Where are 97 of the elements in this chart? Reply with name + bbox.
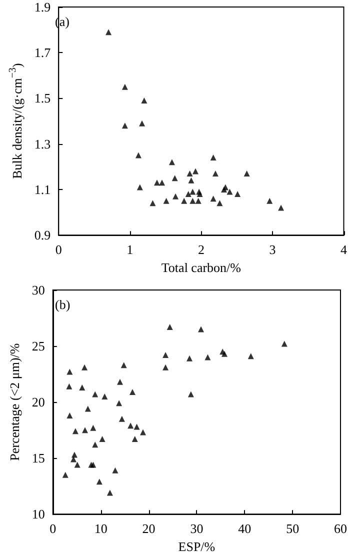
point bbox=[278, 204, 284, 211]
y-axis-title: Bulk density/(g·cm−3) bbox=[8, 63, 24, 179]
point bbox=[204, 354, 211, 360]
point bbox=[196, 191, 203, 198]
point bbox=[188, 177, 194, 184]
point bbox=[122, 122, 128, 129]
x-tick-label: 3 bbox=[269, 242, 276, 258]
point bbox=[190, 198, 196, 204]
point bbox=[234, 191, 241, 198]
point bbox=[186, 355, 193, 362]
y-tick-label: 20 bbox=[32, 394, 45, 410]
y-axis-title: Percentage (<2 μm)/% bbox=[7, 343, 22, 461]
point bbox=[70, 456, 77, 462]
x-axis-title: Total carbon/% bbox=[161, 260, 242, 275]
point bbox=[102, 393, 108, 400]
point bbox=[82, 364, 88, 370]
point bbox=[90, 424, 96, 431]
point bbox=[162, 352, 169, 358]
point bbox=[62, 472, 68, 478]
point bbox=[132, 436, 138, 442]
point bbox=[162, 364, 169, 370]
point bbox=[140, 429, 146, 436]
point bbox=[117, 378, 124, 385]
point bbox=[66, 383, 72, 390]
point bbox=[72, 428, 78, 434]
x-tick-label: 30 bbox=[190, 521, 204, 536]
x-tick-label: 10 bbox=[94, 521, 108, 536]
point bbox=[216, 200, 223, 206]
point bbox=[122, 84, 128, 90]
point bbox=[163, 198, 170, 204]
point bbox=[135, 152, 142, 158]
point bbox=[141, 98, 148, 104]
y-tick-label: 1.7 bbox=[34, 45, 52, 60]
point bbox=[136, 184, 143, 190]
point bbox=[82, 427, 88, 434]
x-tick-label: 0 bbox=[50, 521, 56, 536]
point bbox=[84, 406, 91, 412]
y-tick-label: 1.1 bbox=[34, 182, 51, 197]
annotation: (b) bbox=[55, 297, 70, 312]
point bbox=[181, 198, 188, 204]
point bbox=[168, 159, 175, 166]
point bbox=[112, 467, 118, 474]
x-tick-label: 1 bbox=[126, 242, 134, 258]
point bbox=[128, 422, 134, 429]
point bbox=[244, 170, 250, 177]
point bbox=[210, 154, 216, 161]
point bbox=[66, 412, 73, 418]
point bbox=[139, 120, 146, 126]
point bbox=[74, 462, 80, 468]
point bbox=[120, 362, 127, 368]
point bbox=[150, 200, 156, 206]
x-tick-label: 60 bbox=[334, 521, 347, 536]
point bbox=[118, 416, 125, 422]
point bbox=[116, 400, 122, 406]
point bbox=[212, 170, 218, 177]
point bbox=[226, 188, 233, 195]
x-tick-label: 40 bbox=[238, 521, 252, 536]
point bbox=[186, 170, 193, 177]
point bbox=[92, 442, 98, 448]
point bbox=[172, 193, 179, 200]
y-tick-label: 15 bbox=[32, 450, 45, 466]
point bbox=[188, 391, 194, 398]
point bbox=[266, 198, 273, 204]
y-tick-label: 10 bbox=[32, 506, 45, 522]
x-axis-title: ESP/% bbox=[178, 539, 216, 554]
point bbox=[190, 188, 196, 195]
x-tick-label: 4 bbox=[340, 242, 348, 258]
x-tick-label: 2 bbox=[198, 242, 204, 258]
point bbox=[281, 340, 288, 347]
y-tick-label: 1.5 bbox=[34, 90, 51, 106]
point bbox=[66, 368, 73, 375]
x-tick-label: 50 bbox=[286, 521, 300, 536]
point bbox=[79, 384, 86, 390]
point bbox=[195, 198, 202, 204]
point bbox=[134, 424, 140, 430]
y-tick-label: 1.9 bbox=[34, 0, 51, 14]
point bbox=[198, 326, 204, 332]
point bbox=[166, 324, 173, 330]
y-tick-label: 1.3 bbox=[34, 136, 51, 152]
point bbox=[159, 180, 165, 186]
y-tick-label: 0.9 bbox=[34, 228, 51, 243]
point bbox=[106, 29, 112, 36]
point bbox=[154, 180, 160, 186]
y-tick-label: 30 bbox=[32, 282, 45, 298]
y-tick-label: 25 bbox=[32, 338, 45, 354]
point bbox=[248, 353, 254, 360]
point bbox=[99, 436, 106, 442]
point bbox=[106, 490, 113, 496]
x-tick-label: 0 bbox=[55, 242, 62, 258]
x-tick-label: 20 bbox=[142, 521, 156, 536]
point bbox=[192, 168, 198, 174]
point bbox=[185, 191, 192, 198]
point bbox=[210, 196, 216, 202]
point bbox=[92, 391, 98, 398]
point bbox=[96, 478, 102, 485]
point bbox=[172, 175, 178, 182]
point bbox=[129, 388, 136, 395]
